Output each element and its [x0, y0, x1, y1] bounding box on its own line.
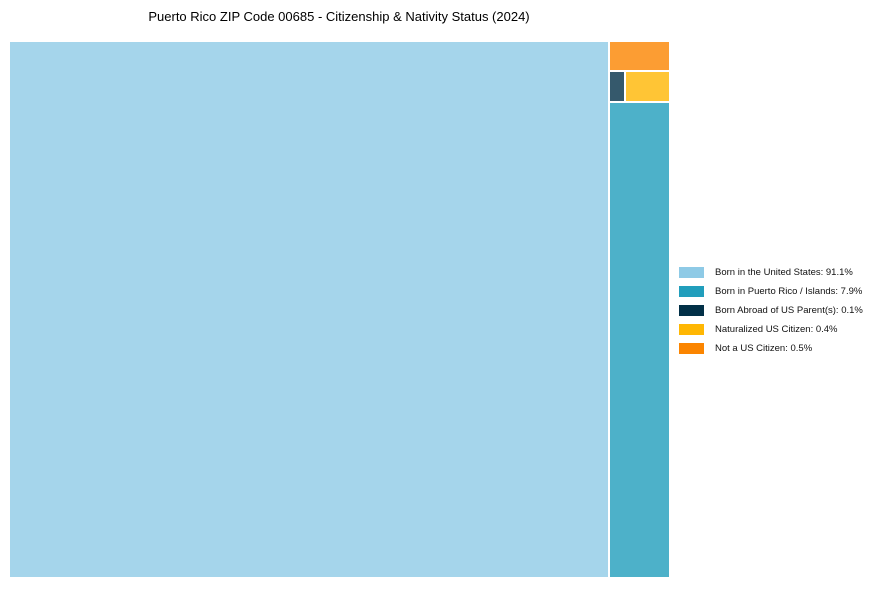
treemap-tile-born-in-puerto-rico-islands [610, 103, 669, 577]
legend-swatch-icon [679, 343, 704, 354]
legend-label: Born in Puerto Rico / Islands: 7.9% [715, 286, 863, 297]
legend-label: Born in the United States: 91.1% [715, 267, 853, 278]
legend-swatch-icon [679, 324, 704, 335]
treemap-tile-born-abroad-of-us-parents [610, 72, 624, 101]
legend-label: Naturalized US Citizen: 0.4% [715, 324, 838, 335]
legend-item-born-in-united-states: Born in the United States: 91.1% [679, 267, 863, 278]
legend-item-born-in-puerto-rico-islands: Born in Puerto Rico / Islands: 7.9% [679, 286, 863, 297]
legend-label: Not a US Citizen: 0.5% [715, 343, 813, 354]
legend-label: Born Abroad of US Parent(s): 0.1% [715, 305, 863, 316]
legend-swatch-icon [679, 305, 704, 316]
treemap-tile-not-a-us-citizen [610, 42, 669, 70]
legend-swatch-icon [679, 286, 704, 297]
legend-item-naturalized-us-citizen: Naturalized US Citizen: 0.4% [679, 324, 863, 335]
legend-item-not-a-us-citizen: Not a US Citizen: 0.5% [679, 343, 863, 354]
legend-swatch-icon [679, 267, 704, 278]
treemap-tile-naturalized-us-citizen [626, 72, 669, 101]
legend: Born in the United States: 91.1% Born in… [679, 267, 863, 354]
treemap-tile-born-in-united-states [10, 42, 608, 577]
chart-title: Puerto Rico ZIP Code 00685 - Citizenship… [148, 9, 530, 24]
legend-item-born-abroad-of-us-parents: Born Abroad of US Parent(s): 0.1% [679, 305, 863, 316]
